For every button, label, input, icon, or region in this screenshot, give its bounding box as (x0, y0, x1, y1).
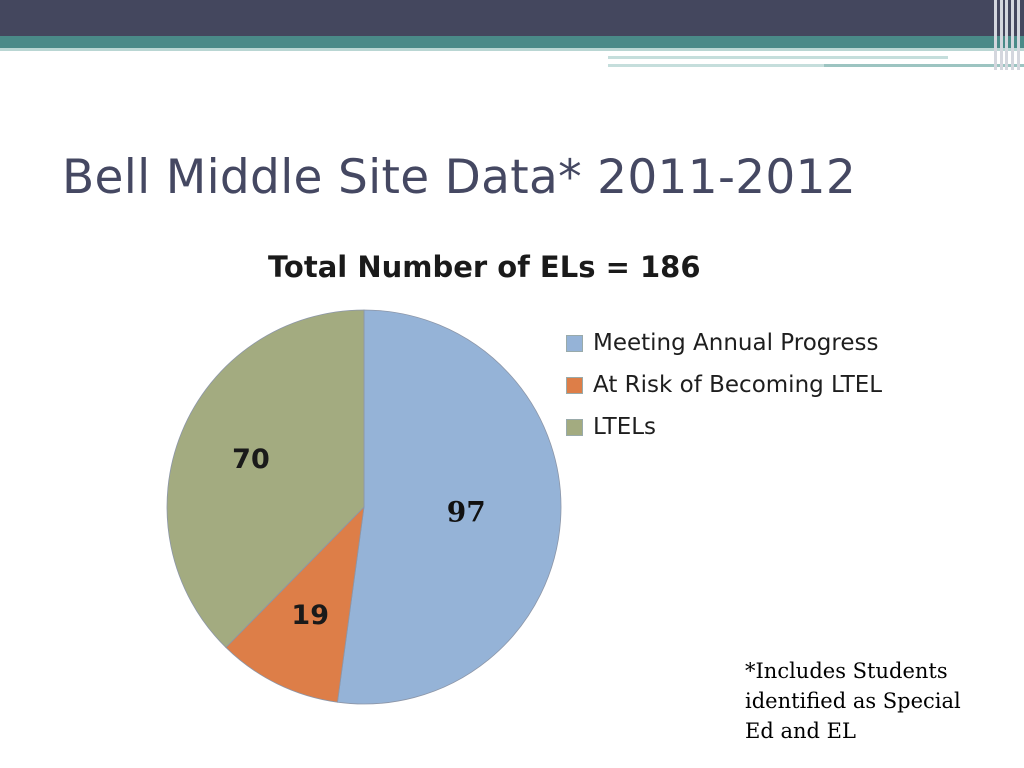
legend-label: LTELs (593, 414, 657, 440)
slice-data-label: 97 (447, 495, 486, 528)
accent-line (824, 64, 1024, 67)
teal-light-line (0, 48, 1024, 51)
legend-swatch (566, 418, 583, 436)
legend-item: At Risk of Becoming LTEL (566, 364, 882, 406)
accent-line (608, 56, 948, 59)
pie-slice (337, 309, 562, 705)
pie-slice (166, 309, 365, 649)
legend-swatch (566, 334, 583, 352)
footnote: *Includes Students identified as Special… (745, 659, 961, 743)
legend-item: LTELs (566, 406, 882, 448)
legend-label: At Risk of Becoming LTEL (593, 372, 883, 398)
corner-stripes (990, 0, 1024, 70)
header-band (0, 0, 1024, 36)
chart-title: Total Number of ELs = 186 (268, 250, 701, 284)
legend-item: Meeting Annual Progress (566, 322, 882, 364)
slice-data-label: 70 (232, 444, 270, 475)
slice-data-label: 19 (291, 600, 329, 631)
chart-legend: Meeting Annual Progress At Risk of Becom… (566, 322, 882, 448)
legend-label: Meeting Annual Progress (593, 330, 879, 356)
legend-swatch (566, 376, 583, 394)
slide-title: Bell Middle Site Data* 2011-2012 (62, 150, 857, 205)
pie-slice (225, 505, 365, 703)
accent-line (608, 64, 824, 67)
teal-band (0, 36, 1024, 48)
